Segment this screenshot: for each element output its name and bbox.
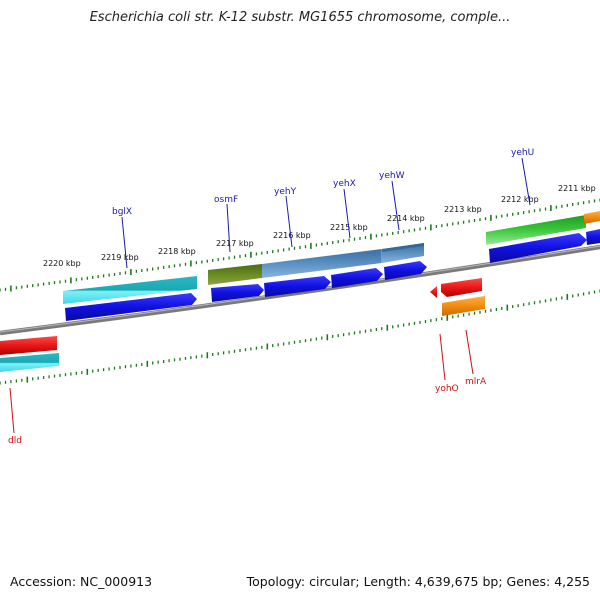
accession-label: Accession: NC_000913 bbox=[10, 574, 153, 589]
gene-orange-top-edge[interactable] bbox=[584, 211, 600, 224]
gene-label-mlrA[interactable]: mlrA bbox=[465, 377, 487, 387]
kbp-label-2212: 2212 kbp bbox=[501, 195, 539, 204]
cds-yehY[interactable] bbox=[264, 276, 331, 297]
kbp-label-2219: 2219 kbp bbox=[101, 253, 139, 262]
gene-label-leaders bbox=[9, 157, 531, 434]
gene-bglX[interactable] bbox=[63, 276, 197, 304]
reverse-scale-ticks bbox=[0, 289, 600, 385]
forward-scale-ticks bbox=[0, 198, 600, 292]
gene-label-yehW[interactable]: yehW bbox=[379, 171, 405, 181]
cds-edge-right[interactable] bbox=[586, 229, 600, 245]
kbp-label-2220: 2220 kbp bbox=[43, 259, 81, 268]
gene-yehW[interactable] bbox=[382, 243, 424, 263]
gene-yehU[interactable] bbox=[486, 215, 586, 245]
genome-summary: Topology: circular; Length: 4,639,675 bp… bbox=[246, 574, 590, 589]
cds-bglX[interactable] bbox=[65, 293, 197, 321]
kbp-label-2217: 2217 kbp bbox=[216, 239, 254, 248]
kbp-label-2214: 2214 kbp bbox=[387, 214, 425, 223]
gene-label-yehY[interactable]: yehY bbox=[274, 187, 297, 197]
gene-label-osmF[interactable]: osmF bbox=[214, 195, 238, 205]
gene-label-yehX[interactable]: yehX bbox=[333, 179, 356, 189]
gene-yohO[interactable] bbox=[430, 278, 482, 298]
page-title: Escherichia coli str. K-12 substr. MG165… bbox=[89, 10, 511, 25]
chromosome-backbone bbox=[0, 244, 600, 336]
gene-label-yohO[interactable]: yohO bbox=[435, 384, 459, 394]
cds-yehX[interactable] bbox=[331, 268, 383, 288]
gene-osmF[interactable] bbox=[208, 264, 262, 285]
gene-dld[interactable] bbox=[0, 336, 59, 372]
cds-yehW[interactable] bbox=[384, 261, 427, 280]
kbp-label-2216: 2216 kbp bbox=[273, 231, 311, 240]
kbp-label-2211: 2211 kbp bbox=[558, 184, 596, 193]
cds-osmF[interactable] bbox=[211, 284, 264, 302]
kbp-label-2213: 2213 kbp bbox=[444, 205, 482, 214]
kbp-label-2218: 2218 kbp bbox=[158, 247, 196, 256]
cds-yehU[interactable] bbox=[489, 233, 587, 263]
gene-label-dld[interactable]: dld bbox=[8, 436, 22, 446]
gene-mlrA[interactable] bbox=[442, 296, 485, 316]
gene-label-yehU[interactable]: yehU bbox=[511, 148, 534, 158]
gene-label-bglX[interactable]: bglX bbox=[112, 207, 132, 217]
